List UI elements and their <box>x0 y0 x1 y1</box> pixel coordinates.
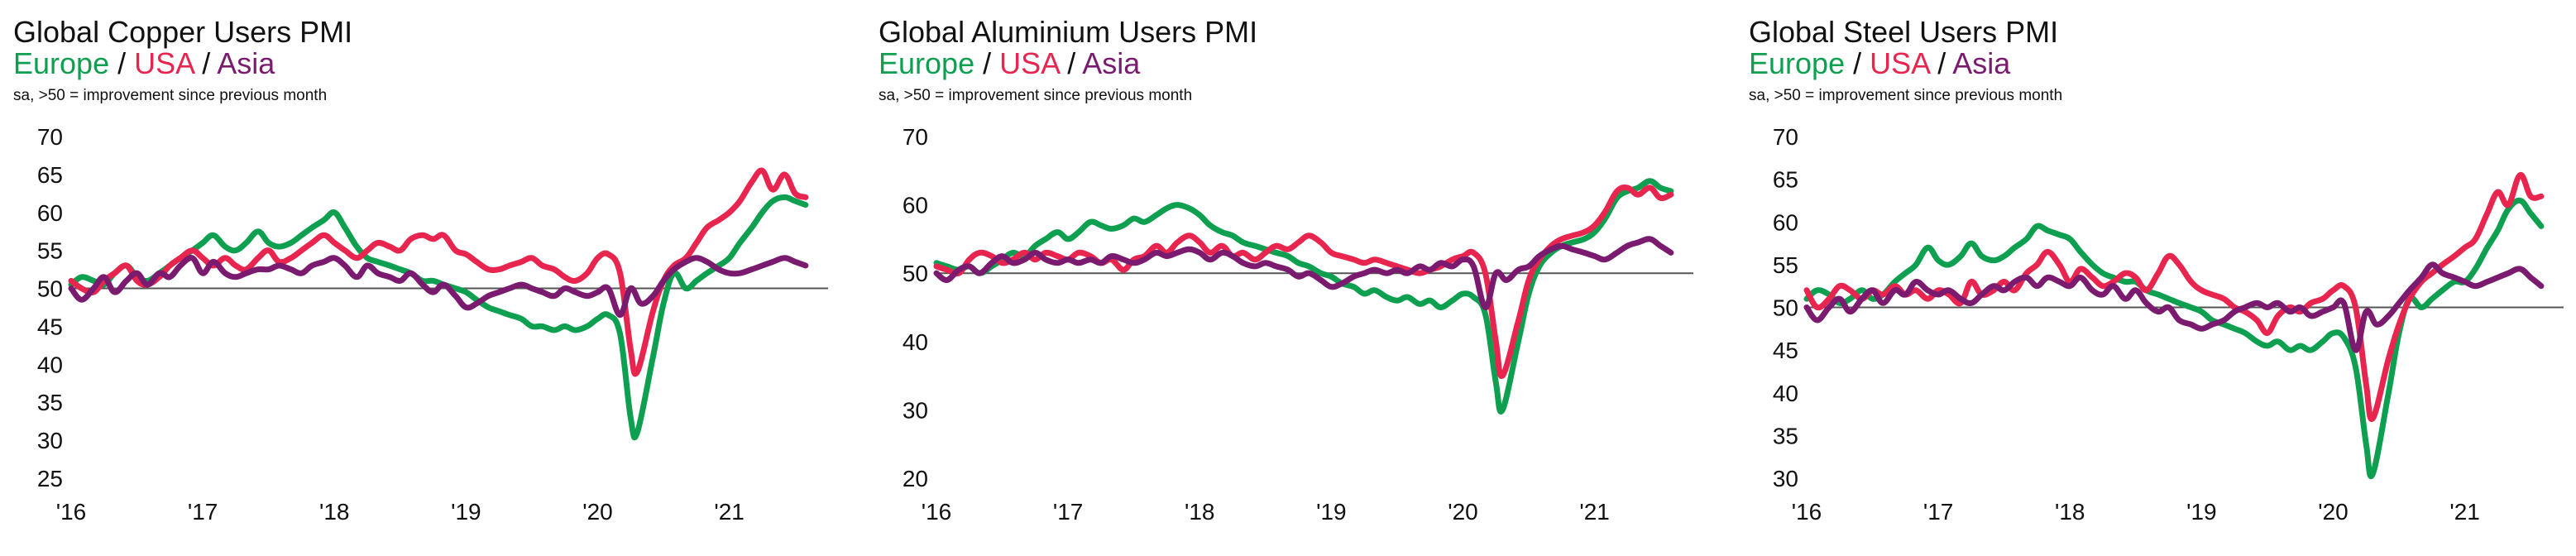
chart-subtitle: sa, >50 = improvement since previous mon… <box>13 87 328 104</box>
y-tick-label: 25 <box>37 466 63 491</box>
copper-panel: Global Copper Users PMI Europe / USA / A… <box>13 0 840 556</box>
legend-europe: Europe <box>13 46 110 80</box>
y-tick-label: 20 <box>903 466 928 491</box>
legend-separator: / <box>117 46 127 80</box>
y-tick-label: 50 <box>1773 295 1798 321</box>
legend-asia: Asia <box>217 46 275 80</box>
legend-europe: Europe <box>1749 46 1846 80</box>
y-tick-label: 40 <box>1773 381 1798 406</box>
x-tick-label: '18 <box>1185 499 1215 525</box>
chart-subtitle: sa, >50 = improvement since previous mon… <box>879 87 1193 104</box>
y-tick-label: 55 <box>37 238 63 264</box>
legend-europe: Europe <box>879 46 975 80</box>
legend-separator: / <box>202 46 211 80</box>
x-tick-label: '20 <box>2318 499 2349 525</box>
y-tick-label: 40 <box>903 329 928 355</box>
y-tick-label: 70 <box>1773 124 1798 150</box>
x-tick-label: '18 <box>319 499 350 525</box>
legend-usa: USA <box>134 46 194 80</box>
x-tick-label: '16 <box>1792 499 1822 525</box>
legend-asia: Asia <box>1952 46 2011 80</box>
y-tick-label: 35 <box>1773 423 1798 448</box>
y-tick-label: 30 <box>37 428 63 453</box>
aluminium-panel: Global Aluminium Users PMI Europe / USA … <box>879 0 1706 556</box>
x-tick-label: '19 <box>1316 499 1347 525</box>
series-line-asia <box>1803 261 2545 353</box>
y-tick-label: 60 <box>1773 209 1798 235</box>
legend: Europe / USA / Asia <box>879 46 1140 81</box>
y-tick-label: 70 <box>903 124 928 150</box>
legend-separator: / <box>1853 46 1862 80</box>
x-tick-label: '19 <box>2186 499 2217 525</box>
series-line-europe <box>933 178 1674 415</box>
x-tick-label: '17 <box>188 499 218 525</box>
chart-title: Global Steel Users PMI <box>1749 15 2059 49</box>
aluminium-chart: 20 30 40 50 60 70 '16 '17 '18 '19 '20 '21 <box>903 124 1693 525</box>
y-tick-label: 55 <box>1773 252 1798 278</box>
x-tick-label: '16 <box>56 499 87 525</box>
steel-panel: Global Steel Users PMI Europe / USA / As… <box>1749 0 2576 556</box>
y-tick-label: 60 <box>903 193 928 218</box>
y-tick-label: 45 <box>37 314 63 339</box>
x-tick-label: '18 <box>2055 499 2085 525</box>
legend-asia: Asia <box>1082 46 1141 80</box>
x-tick-label: '17 <box>1923 499 1954 525</box>
copper-chart: 25 30 35 40 45 50 55 60 65 70 '16 '17 '18 '19 '20 '21 <box>37 124 828 525</box>
legend: Europe / USA / Asia <box>1749 46 2010 81</box>
y-tick-label: 35 <box>37 390 63 415</box>
series-line-europe <box>1803 197 2545 479</box>
legend-separator: / <box>1937 46 1946 80</box>
series-line-asia <box>68 255 809 319</box>
y-tick-label: 40 <box>37 352 63 377</box>
y-tick-label: 65 <box>37 162 63 188</box>
legend-usa: USA <box>999 46 1060 80</box>
x-tick-label: '21 <box>2449 499 2480 525</box>
series-line-usa <box>933 185 1674 380</box>
series-line-usa <box>1803 172 2545 423</box>
series-line-asia <box>933 236 1674 311</box>
y-tick-label: 60 <box>37 200 63 226</box>
y-tick-label: 65 <box>1773 167 1798 193</box>
y-tick-label: 30 <box>903 397 928 423</box>
legend: Europe / USA / Asia <box>13 46 275 81</box>
x-tick-label: '20 <box>1448 499 1478 525</box>
y-tick-label: 70 <box>37 124 63 150</box>
x-tick-label: '16 <box>922 499 952 525</box>
x-tick-label: '21 <box>1579 499 1610 525</box>
x-tick-label: '20 <box>582 499 613 525</box>
legend-usa: USA <box>1870 46 1930 80</box>
chart-title: Global Aluminium Users PMI <box>879 15 1258 49</box>
series-line-usa <box>68 167 809 377</box>
y-tick-label: 50 <box>37 276 63 302</box>
y-tick-label: 45 <box>1773 338 1798 363</box>
steel-chart: 30 35 40 45 50 55 60 65 70 '16 '17 '18 '19 '20 '21 <box>1773 124 2564 525</box>
legend-separator: / <box>983 46 992 80</box>
x-tick-label: '19 <box>451 499 481 525</box>
x-tick-label: '21 <box>714 499 745 525</box>
y-tick-label: 30 <box>1773 466 1798 491</box>
x-tick-label: '17 <box>1053 499 1084 525</box>
legend-separator: / <box>1067 46 1076 80</box>
chart-subtitle: sa, >50 = improvement since previous mon… <box>1749 87 2063 104</box>
y-tick-label: 50 <box>903 261 928 286</box>
chart-title: Global Copper Users PMI <box>13 15 353 49</box>
